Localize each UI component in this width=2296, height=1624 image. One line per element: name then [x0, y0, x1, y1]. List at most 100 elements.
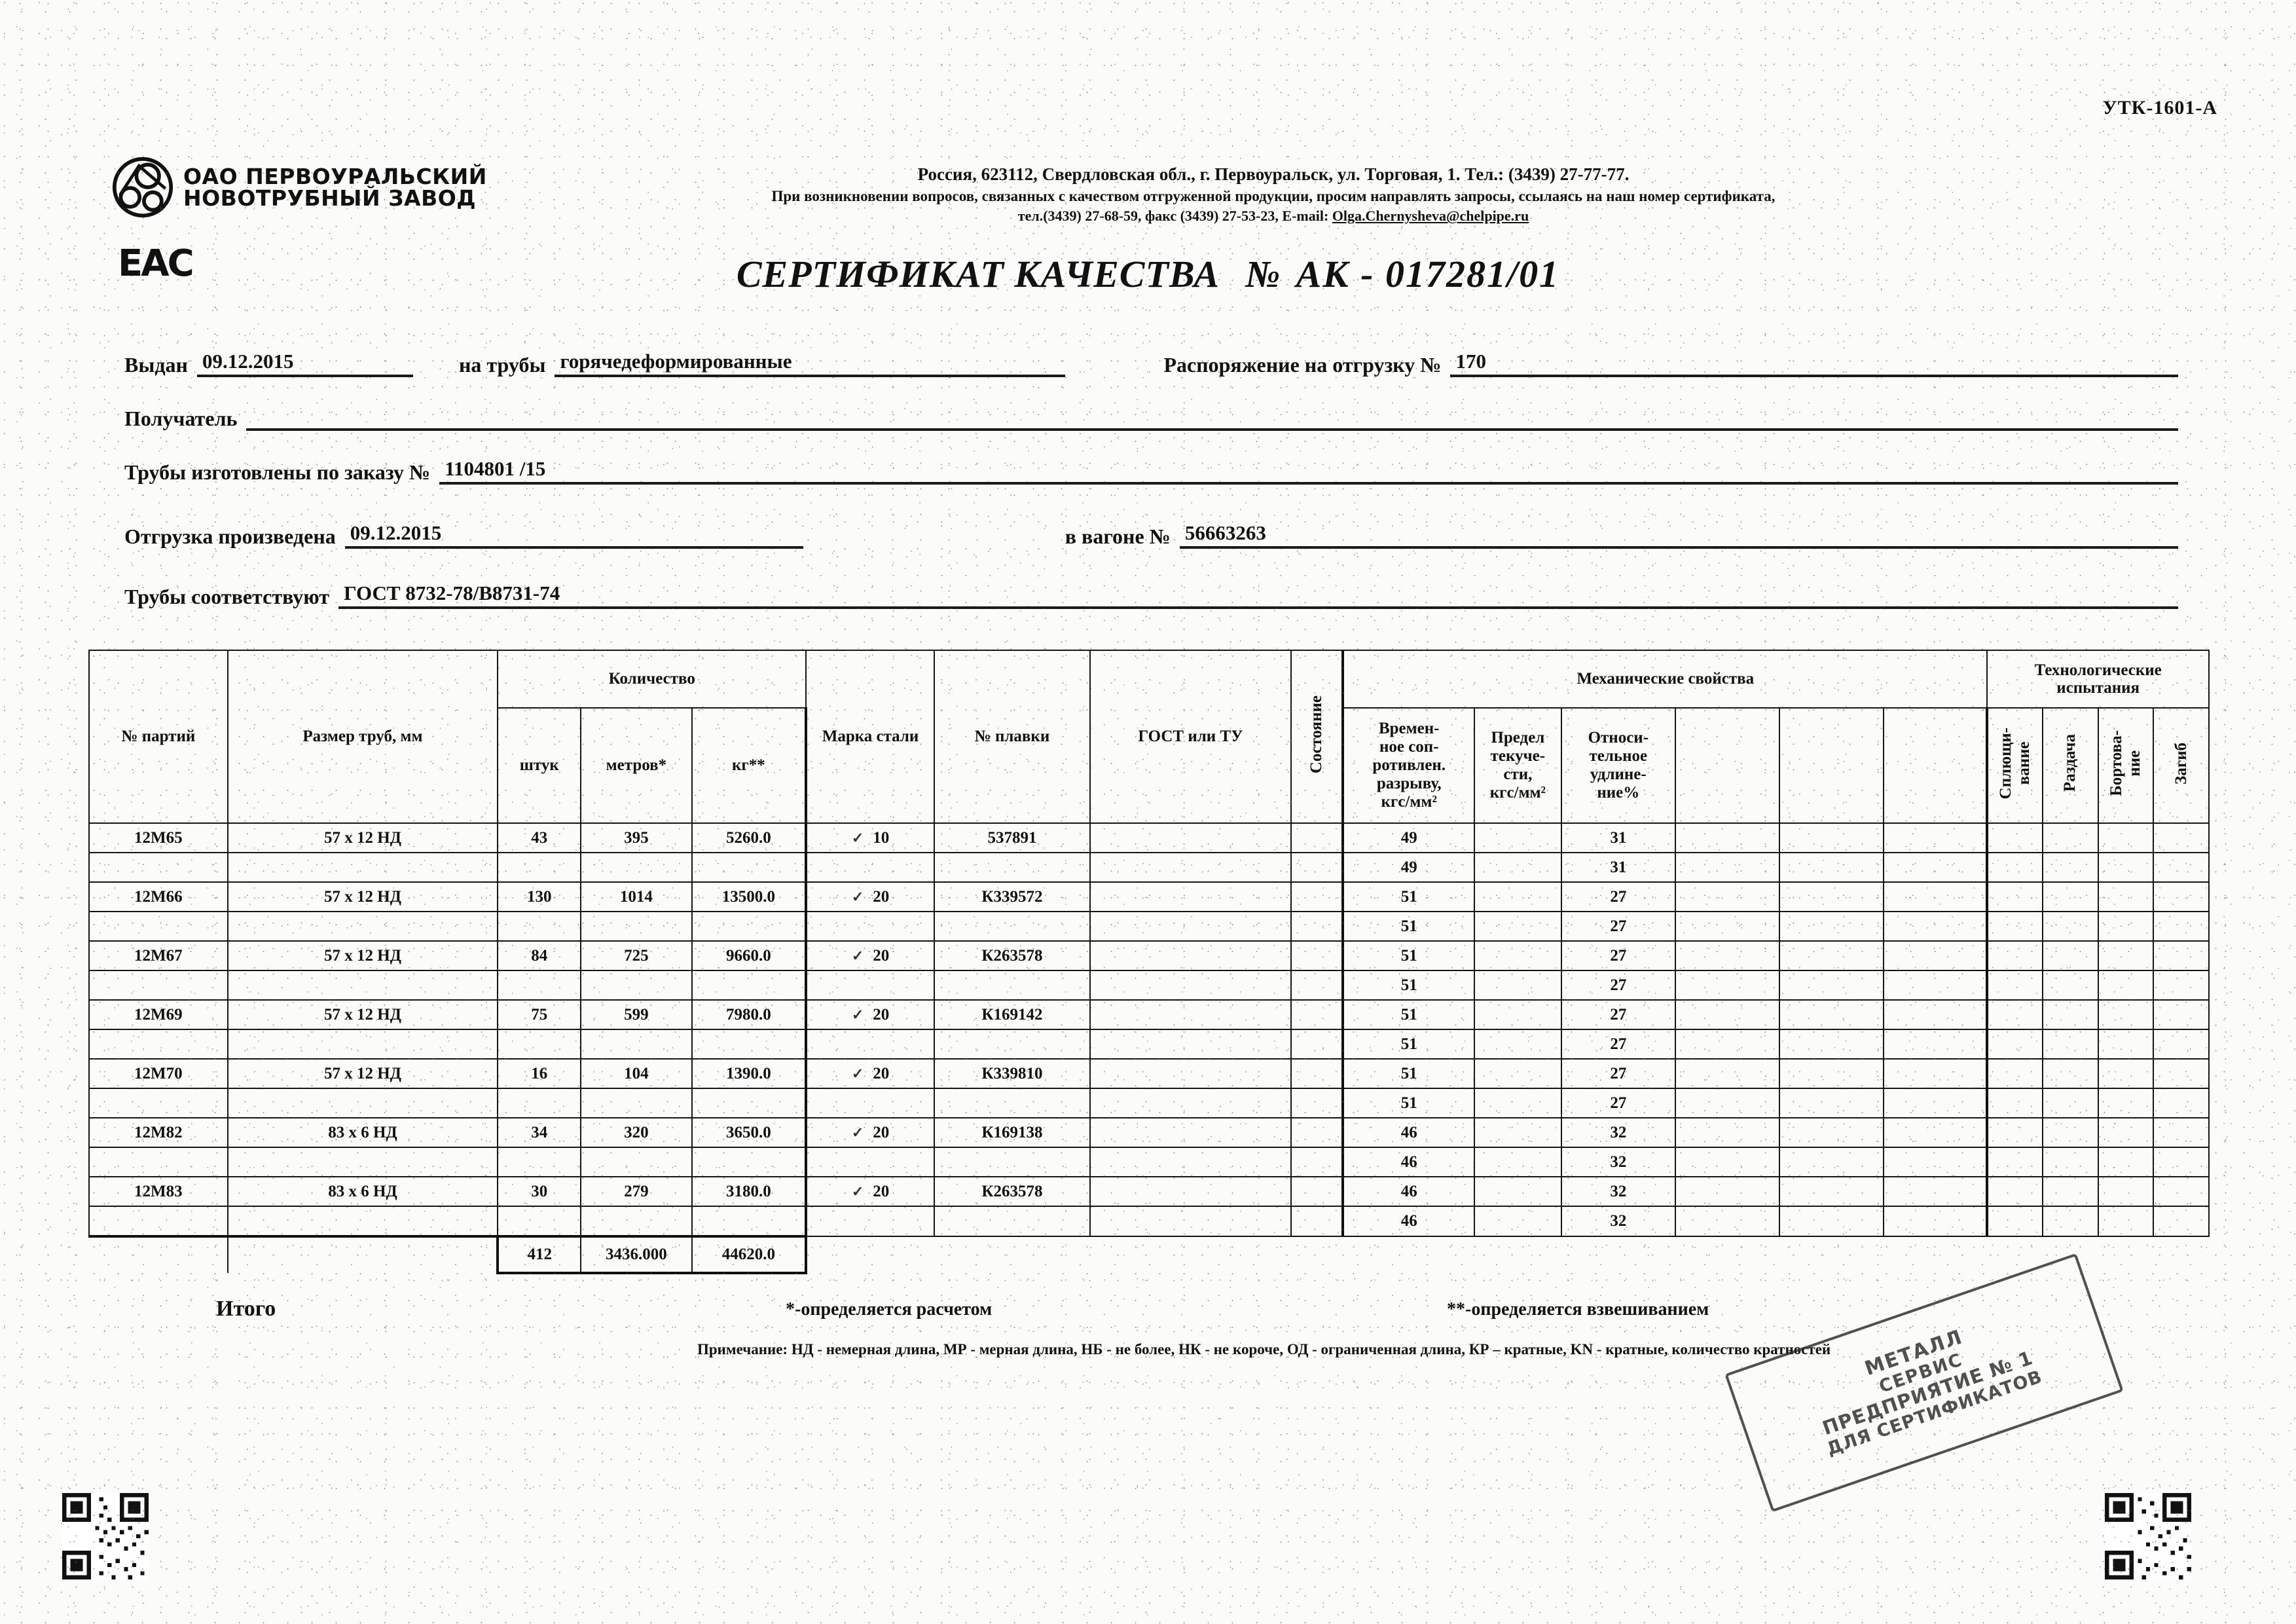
col-steel-grade: Марка стали: [805, 650, 935, 824]
issued-label: Выдан: [124, 353, 188, 377]
cell-flattening: [1986, 1206, 2043, 1237]
cell-steel-grade: 20: [805, 881, 935, 912]
cell-flanging: [2097, 822, 2155, 853]
cell-mech-extra-1: [1675, 881, 1780, 912]
cell-steel-grade: 20: [805, 1176, 935, 1207]
cell-pieces: [497, 1088, 582, 1118]
pipes-value[interactable]: горячедеформированные: [560, 350, 792, 373]
cell-elongation: 31: [1560, 822, 1677, 853]
cell-meters: 725: [580, 940, 693, 971]
recipient-value[interactable]: [246, 427, 257, 428]
address-line-1: Россия, 623112, Свердловская обл., г. Пе…: [917, 164, 1630, 184]
col-expansion: Раздача: [2041, 707, 2099, 824]
cell-state: [1290, 1176, 1345, 1207]
cell-elongation: 27: [1560, 999, 1677, 1030]
company-name: ОАО ПЕРВОУРАЛЬСКИЙ НОВОТРУБНЫЙ ЗАВОД: [183, 166, 487, 209]
cell-steel-grade: [805, 1147, 935, 1177]
standard-value[interactable]: ГОСТ 8732-78/В8731-74: [344, 581, 560, 604]
cell-mech-extra-1: [1675, 1029, 1780, 1060]
cell-meters: [580, 911, 693, 942]
cell-gost-or-tu: [1089, 822, 1292, 853]
cell-pipe-size: 57 х 12 НД: [227, 1058, 499, 1089]
cell-pieces: 30: [497, 1176, 582, 1207]
cell-pipe-size: [227, 1029, 499, 1060]
cell-expansion: [2041, 1147, 2099, 1177]
form-row-issued: Выдан 09.12.2015 на трубы горячедеформир…: [124, 339, 2178, 377]
col-gost-or-tu: ГОСТ или ТУ: [1089, 650, 1292, 824]
cell-pieces: 84: [497, 940, 582, 971]
cell-lot-number: 12М83: [88, 1176, 228, 1207]
cell-heat-number: [933, 1029, 1091, 1060]
cell-pipe-size: [227, 1088, 499, 1118]
cell-mech-extra-3: [1882, 1206, 1989, 1237]
cell-kg: [691, 1029, 808, 1060]
cell-mech-extra-3: [1882, 1029, 1989, 1060]
cell-steel-grade: 20: [805, 1117, 935, 1148]
col-heat-number: № плавки: [933, 650, 1091, 824]
cell-state: [1290, 1029, 1345, 1060]
cell-mech-extra-1: [1675, 822, 1780, 853]
title-text: СЕРТИФИКАТ КАЧЕСТВА: [736, 253, 1220, 295]
recipient-label: Получатель: [124, 407, 238, 430]
cell-tensile: 51: [1341, 881, 1476, 912]
cell-kg: [691, 970, 808, 1001]
cell-mech-extra-1: [1675, 1117, 1780, 1148]
cell-steel-grade: [805, 1088, 935, 1118]
cell-flattening: [1986, 1088, 2043, 1118]
cell-flanging: [2097, 970, 2155, 1001]
shipment-value[interactable]: 09.12.2015: [350, 521, 442, 544]
cell-pieces: 34: [497, 1117, 582, 1148]
order-value[interactable]: 1104801 /15: [445, 457, 546, 480]
total-kg: 44620.0: [691, 1235, 808, 1274]
cell-mech-extra-3: [1882, 911, 1989, 942]
cell-pieces: 75: [497, 999, 582, 1030]
table-head: № партий Размер труб, мм Количество Марк…: [88, 650, 2210, 824]
shipping-order-value[interactable]: 170: [1455, 350, 1486, 373]
cell-flattening: [1986, 1117, 2043, 1148]
cell-elongation: 32: [1560, 1176, 1677, 1207]
cell-elongation: 32: [1560, 1147, 1677, 1177]
cell-lot-number: 12М67: [88, 940, 228, 971]
issued-value[interactable]: 09.12.2015: [202, 350, 294, 373]
cell-heat-number: К263578: [933, 940, 1091, 971]
cell-meters: 395: [580, 822, 693, 853]
cell-elongation: 27: [1560, 940, 1677, 971]
cell-mech-extra-3: [1882, 822, 1989, 853]
cell-meters: 320: [580, 1117, 693, 1148]
cell-heat-number: 537891: [933, 822, 1091, 853]
cell-pieces: [497, 1029, 582, 1060]
col-yield: Предел текуче-сти, кгс/мм²: [1474, 707, 1562, 824]
cell-bending: [2153, 1058, 2210, 1089]
cell-state: [1290, 999, 1345, 1030]
cell-steel-grade: [805, 1029, 935, 1060]
cell-flattening: [1986, 881, 2043, 912]
cell-mech-extra-1: [1675, 970, 1780, 1001]
cell-yield: [1474, 1176, 1562, 1207]
cell-lot-number: [88, 1206, 228, 1237]
cell-pipe-size: 57 х 12 НД: [227, 940, 499, 971]
cell-mech-extra-3: [1882, 881, 1989, 912]
cell-heat-number: [933, 911, 1091, 942]
cell-flattening: [1986, 852, 2043, 883]
cell-elongation: 31: [1560, 852, 1677, 883]
cell-mech-extra-3: [1882, 1176, 1989, 1207]
total-pieces: 412: [496, 1235, 582, 1274]
cell-bending: [2153, 1147, 2210, 1177]
company-logo: ОАО ПЕРВОУРАЛЬСКИЙ НОВОТРУБНЫЙ ЗАВОД: [111, 156, 487, 219]
wagon-value[interactable]: 56663263: [1184, 521, 1266, 544]
cell-meters: [580, 852, 693, 883]
cell-pipe-size: 83 х 6 НД: [227, 1176, 499, 1207]
cell-yield: [1474, 970, 1562, 1001]
cell-bending: [2153, 822, 2210, 853]
cell-expansion: [2041, 881, 2099, 912]
cell-flattening: [1986, 911, 2043, 942]
cell-mech-extra-3: [1882, 1058, 1989, 1089]
cell-heat-number: [933, 1088, 1091, 1118]
cell-kg: [691, 1147, 808, 1177]
email-link[interactable]: Olga.Chernysheva@chelpipe.ru: [1332, 208, 1529, 225]
form-row-standard: Трубы соответствуют ГОСТ 8732-78/В8731-7…: [124, 571, 2178, 609]
cell-flanging: [2097, 911, 2155, 942]
cell-yield: [1474, 1088, 1562, 1118]
